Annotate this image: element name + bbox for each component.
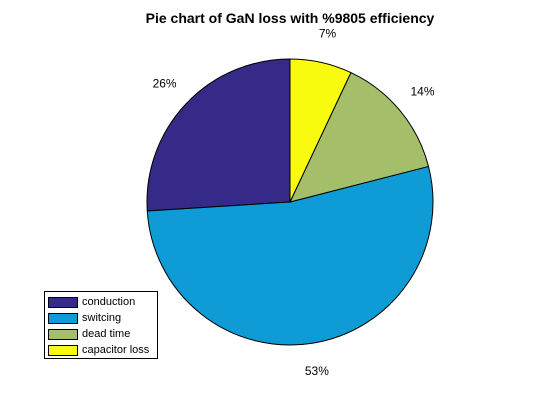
legend-item-switching: switcing bbox=[48, 310, 157, 326]
legend-item-capacitor-loss: capacitor loss bbox=[48, 342, 157, 358]
legend-label: dead time bbox=[82, 328, 131, 340]
legend-swatch bbox=[48, 312, 78, 324]
legend-swatch bbox=[48, 344, 78, 356]
pie-slice-dead-time bbox=[289, 71, 430, 203]
slice-label-dead-time: 14% bbox=[410, 85, 434, 99]
slice-label-capacitor-loss: 7% bbox=[319, 26, 337, 40]
slice-label-switching: 53% bbox=[305, 364, 329, 378]
legend-item-dead-time: dead time bbox=[48, 326, 157, 342]
pie-slice-switching bbox=[146, 165, 434, 346]
legend-swatch bbox=[48, 296, 78, 308]
pie-slice-conduction bbox=[146, 58, 291, 212]
legend-item-conduction: conduction bbox=[48, 294, 157, 310]
slice-label-conduction: 26% bbox=[153, 76, 177, 90]
legend-label: conduction bbox=[82, 296, 136, 308]
legend-swatch bbox=[48, 328, 78, 340]
legend-label: capacitor loss bbox=[82, 344, 150, 356]
legend-label: switcing bbox=[82, 312, 122, 324]
legend: conduction switcing dead time capacitor … bbox=[44, 291, 158, 359]
pie-slice-capacitor-loss bbox=[289, 58, 352, 203]
chart-title: Pie chart of GaN loss with %9805 efficie… bbox=[145, 10, 435, 26]
